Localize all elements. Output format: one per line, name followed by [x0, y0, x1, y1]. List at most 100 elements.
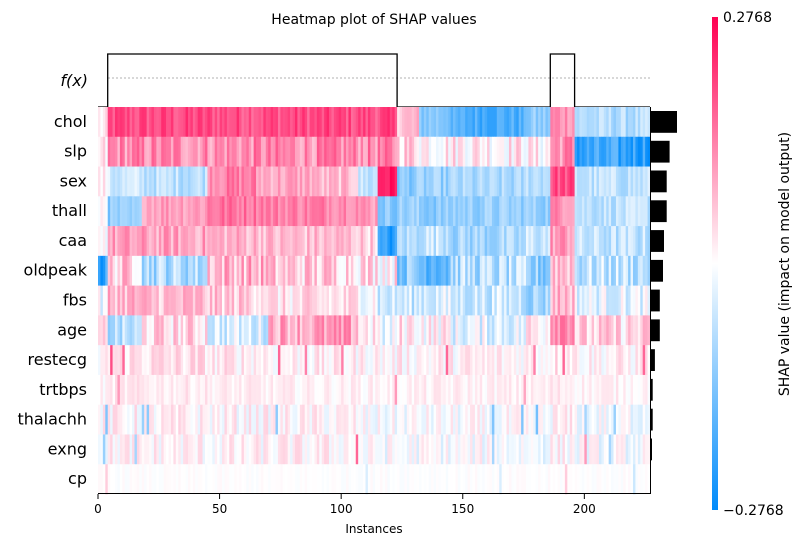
heatmap-cell — [226, 404, 230, 435]
heatmap-cell — [122, 107, 126, 138]
heatmap-cell — [350, 166, 354, 197]
heatmap-cell — [581, 404, 585, 435]
heatmap-cell — [370, 345, 374, 376]
heatmap-cell — [229, 315, 233, 346]
heatmap-cell — [399, 196, 403, 227]
heatmap-cell — [141, 196, 145, 227]
heatmap-cell — [307, 107, 310, 138]
heatmap-cell — [336, 434, 340, 465]
heatmap-cell — [433, 315, 437, 346]
heatmap-cell — [258, 434, 262, 465]
heatmap-cell — [482, 434, 485, 465]
heatmap-cell — [112, 285, 116, 316]
heatmap-cell — [270, 464, 274, 495]
heatmap-cell — [518, 285, 522, 316]
heatmap-cell — [360, 107, 364, 138]
heatmap-cell — [591, 255, 595, 286]
heatmap-cell — [440, 404, 444, 435]
heatmap-cell — [268, 107, 271, 138]
heatmap-cell — [280, 434, 284, 465]
heatmap-cell — [209, 345, 213, 376]
heatmap-cell — [234, 196, 237, 227]
heatmap-cell — [146, 285, 150, 316]
heatmap-cell — [455, 166, 459, 197]
heatmap-cell — [482, 285, 485, 316]
heatmap-cell — [241, 404, 245, 435]
heatmap-cell — [618, 345, 622, 376]
heatmap-cell — [584, 285, 588, 316]
heatmap-cell — [222, 107, 225, 138]
heatmap-cell — [207, 226, 211, 257]
heatmap-cell — [555, 107, 558, 138]
heatmap-cell — [394, 285, 398, 316]
heatmap-cell — [270, 136, 274, 167]
heatmap-cell — [547, 345, 551, 376]
heatmap-cell — [557, 374, 561, 406]
heatmap-cell — [508, 434, 512, 465]
heatmap-cell — [316, 136, 320, 167]
heatmap-cell — [197, 107, 201, 138]
heatmap-cell — [132, 285, 135, 316]
heatmap-cell — [457, 404, 461, 435]
heatmap-cell — [615, 404, 619, 435]
heatmap-cell — [132, 136, 135, 167]
heatmap-cell — [489, 226, 493, 257]
heatmap-cell — [144, 136, 147, 167]
heatmap-cell — [231, 374, 235, 406]
heatmap-cell — [153, 285, 157, 316]
heatmap-cell — [382, 166, 386, 197]
heatmap-cell — [360, 166, 364, 197]
heatmap-cell — [552, 107, 556, 138]
heatmap-cell — [158, 107, 162, 138]
heatmap-cell — [380, 374, 383, 406]
heatmap-cell — [521, 404, 524, 435]
heatmap-cell — [149, 255, 152, 286]
heatmap-cell — [331, 166, 335, 197]
heatmap-cell — [608, 255, 612, 286]
heatmap-cell — [443, 434, 447, 465]
heatmap-cell — [445, 374, 449, 406]
heatmap-cell — [268, 345, 271, 376]
heatmap-cell — [102, 374, 106, 406]
heatmap-cell — [611, 464, 614, 495]
heatmap-cell — [525, 374, 529, 406]
heatmap-cell — [100, 434, 104, 465]
heatmap-cell — [525, 404, 529, 435]
heatmap-cell — [326, 285, 330, 316]
heatmap-cell — [329, 434, 332, 465]
heatmap-cell — [375, 196, 378, 227]
heatmap-cell — [608, 374, 612, 406]
heatmap-cell — [474, 166, 478, 197]
heatmap-cell — [501, 464, 505, 495]
heatmap-cell — [161, 136, 164, 167]
heatmap-cell — [440, 196, 444, 227]
heatmap-cell — [190, 315, 194, 346]
heatmap-cell — [577, 404, 580, 435]
heatmap-cell — [472, 196, 476, 227]
heatmap-cell — [431, 166, 434, 197]
heatmap-cell — [647, 196, 651, 227]
heatmap-cell — [214, 166, 218, 197]
heatmap-cell — [183, 136, 186, 167]
heatmap-cell — [127, 434, 130, 465]
heatmap-cell — [372, 285, 376, 316]
heatmap-cell — [161, 464, 164, 495]
heatmap-cell — [375, 434, 378, 465]
heatmap-cell — [280, 285, 284, 316]
heatmap-cell — [144, 464, 147, 495]
heatmap-cell — [331, 255, 335, 286]
heatmap-cell — [287, 255, 291, 286]
heatmap-cell — [472, 315, 476, 346]
heatmap-cell — [146, 434, 150, 465]
heatmap-cell — [440, 136, 444, 167]
heatmap-cell — [275, 345, 279, 376]
heatmap-cell — [144, 255, 147, 286]
heatmap-cell — [175, 107, 179, 138]
heatmap-cell — [307, 136, 310, 167]
heatmap-cell — [628, 255, 631, 286]
heatmap-cell — [557, 255, 561, 286]
heatmap-cell — [397, 136, 400, 167]
heatmap-cell — [309, 464, 313, 495]
heatmap-cell — [348, 315, 352, 346]
heatmap-cell — [528, 166, 532, 197]
